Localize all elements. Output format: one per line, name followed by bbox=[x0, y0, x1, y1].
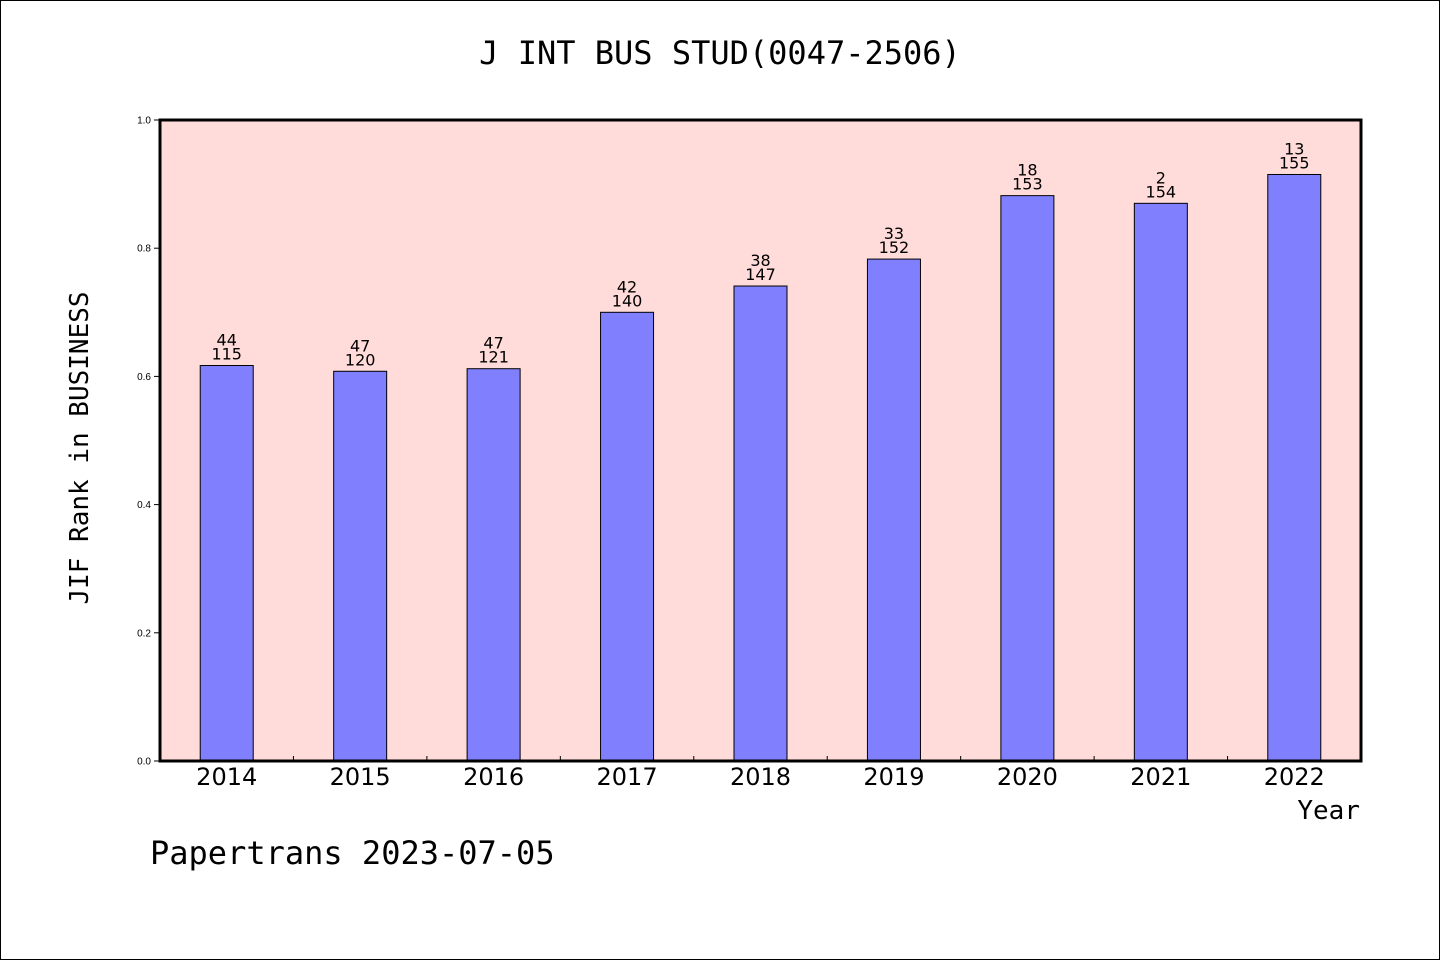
bar-2016 bbox=[466, 368, 521, 762]
x-tick-label-2015: 2015 bbox=[330, 763, 391, 791]
bar-label-bottom-2015: 120 bbox=[345, 350, 376, 369]
y-tick-label-0.4: 0.4 bbox=[137, 500, 151, 511]
y-tick-label-0.0: 0.0 bbox=[137, 757, 151, 768]
bar-label-top-2022: 13 bbox=[1284, 139, 1304, 158]
bar-label-bottom-2019: 152 bbox=[879, 238, 910, 257]
bar-label-top-2020: 18 bbox=[1017, 161, 1037, 180]
bar-label-top-2019: 33 bbox=[884, 224, 904, 243]
bar-label-bottom-2018: 147 bbox=[745, 265, 776, 284]
y-tick-label-1.0: 1.0 bbox=[137, 116, 151, 127]
bar-label-bottom-2022: 155 bbox=[1279, 153, 1310, 172]
x-tick-label-2014: 2014 bbox=[196, 763, 257, 791]
x-axis-label: Year bbox=[1297, 796, 1360, 826]
bar-2018 bbox=[733, 285, 788, 762]
bar-label-bottom-2017: 140 bbox=[612, 291, 643, 310]
x-tick-label-2016: 2016 bbox=[463, 763, 524, 791]
bar-2021 bbox=[1133, 202, 1188, 762]
bar-label-top-2016: 47 bbox=[483, 334, 503, 353]
bar-2020 bbox=[1000, 195, 1055, 762]
bar-label-bottom-2021: 154 bbox=[1146, 182, 1177, 201]
bar-2019 bbox=[866, 258, 921, 762]
bar-label-top-2021: 2 bbox=[1156, 168, 1166, 187]
bar-label-bottom-2016: 121 bbox=[478, 348, 509, 367]
y-tick-label-0.2: 0.2 bbox=[137, 628, 151, 639]
x-tick-label-2018: 2018 bbox=[730, 763, 791, 791]
x-tick-label-2020: 2020 bbox=[997, 763, 1058, 791]
bar-label-bottom-2014: 115 bbox=[211, 345, 242, 364]
bar-2014 bbox=[199, 365, 254, 762]
bar-label-top-2018: 38 bbox=[750, 251, 770, 270]
y-tick-label-0.6: 0.6 bbox=[137, 372, 151, 383]
bar-label-top-2017: 42 bbox=[617, 277, 637, 296]
x-tick-label-2019: 2019 bbox=[863, 763, 924, 791]
x-tick-label-2021: 2021 bbox=[1130, 763, 1191, 791]
y-tick-label-0.8: 0.8 bbox=[137, 244, 151, 255]
bar-2015 bbox=[333, 370, 388, 762]
bar-label-bottom-2020: 153 bbox=[1012, 175, 1043, 194]
bar-2022 bbox=[1267, 173, 1322, 762]
x-tick-label-2022: 2022 bbox=[1264, 763, 1325, 791]
bar-label-top-2015: 47 bbox=[350, 336, 370, 355]
bar-2017 bbox=[600, 311, 655, 762]
bar-label-top-2014: 44 bbox=[217, 331, 237, 350]
plot-border bbox=[158, 118, 1363, 763]
footer-text: Papertrans 2023-07-05 bbox=[150, 834, 555, 872]
x-tick-label-2017: 2017 bbox=[597, 763, 658, 791]
chart-title: J INT BUS STUD(0047-2506) bbox=[479, 34, 961, 72]
